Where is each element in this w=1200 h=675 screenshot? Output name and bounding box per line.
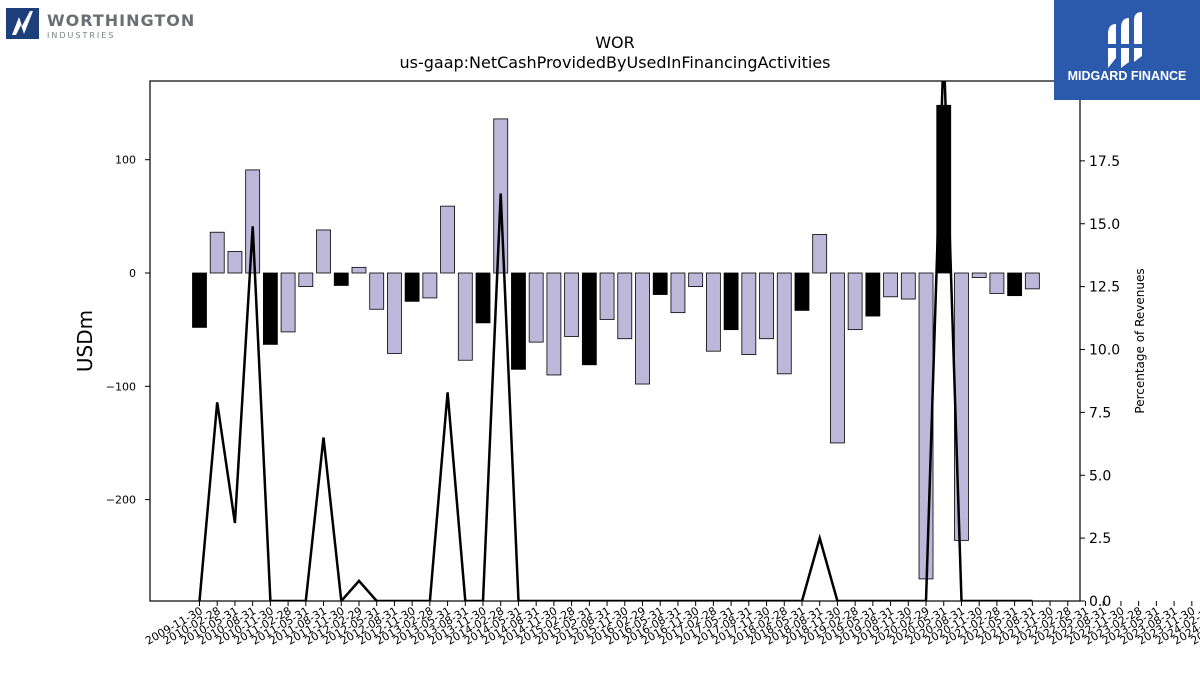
bar-2018-11-30 xyxy=(847,272,863,331)
bar-2020-11-30 xyxy=(989,272,1005,294)
bar-2015-08-31 xyxy=(617,272,633,340)
midgard-logo: MIDGARD FINANCE xyxy=(1054,0,1200,100)
y-tick-label: −200 xyxy=(106,494,136,507)
bar-2010-11-30 xyxy=(280,272,296,333)
worthington-mark-icon xyxy=(6,8,39,39)
bar-2010-08-31 xyxy=(262,272,278,345)
bar-2018-05-31 xyxy=(812,234,828,274)
bar-2021-05-31 xyxy=(1024,272,1040,290)
bar-2013-02-28 xyxy=(440,205,455,274)
revenue-percentage-line xyxy=(198,81,1033,601)
y2-tick-label: 5.0 xyxy=(1089,468,1111,484)
bar-2019-02-28 xyxy=(865,272,881,317)
bar-2019-05-31 xyxy=(883,272,898,298)
y2-tick-label: 12.5 xyxy=(1089,280,1120,296)
bar-2012-08-31 xyxy=(404,272,420,302)
bar-2017-02-28 xyxy=(723,272,739,331)
bar-2010-02-28 xyxy=(227,251,243,274)
bar-2011-11-30 xyxy=(351,266,367,274)
bar-2012-05-31 xyxy=(387,272,402,354)
bar-2016-08-31 xyxy=(688,272,704,287)
bar-2018-02-28 xyxy=(794,272,810,311)
bar-2009-11-30 xyxy=(209,231,225,274)
y2-tick-label: 10.0 xyxy=(1089,343,1120,359)
worthington-logo-name: WORTHINGTON xyxy=(47,11,196,30)
bar-2012-02-29 xyxy=(369,272,385,310)
bar-2017-08-31 xyxy=(759,272,774,340)
chart-subtitle: us-gaap:NetCashProvidedByUsedInFinancing… xyxy=(399,53,830,72)
y-tick-label: −100 xyxy=(106,380,136,393)
bar-2014-11-30 xyxy=(564,272,580,337)
worthington-logo-subtitle: INDUSTRIES xyxy=(47,31,116,40)
chart-title: WOR xyxy=(595,33,635,52)
bar-2019-08-31 xyxy=(900,272,916,300)
y2-tick-label: 15.0 xyxy=(1089,217,1120,233)
bar-2020-08-31 xyxy=(971,272,987,278)
bar-2014-05-31 xyxy=(528,272,544,343)
bar-2017-11-30 xyxy=(776,272,792,375)
bar-2014-08-31 xyxy=(546,272,562,376)
bar-2012-11-30 xyxy=(422,272,438,299)
midgard-mark-icon xyxy=(1108,12,1142,68)
y2-tick-label: 7.5 xyxy=(1089,405,1111,421)
bar-2016-02-29 xyxy=(652,272,668,295)
bar-2013-05-31 xyxy=(457,272,473,361)
y2-tick-label: 17.5 xyxy=(1089,154,1120,170)
midgard-logo-text: MIDGARD FINANCE xyxy=(1067,69,1187,83)
bar-2015-02-28 xyxy=(581,272,597,366)
y2-tick-label: 0.0 xyxy=(1089,594,1111,610)
y-tick-label: 100 xyxy=(115,154,136,167)
y-tick-label: 0 xyxy=(129,267,136,280)
y2-axis-label: Percentage of Revenues xyxy=(1133,268,1147,413)
y2-tick-label: 2.5 xyxy=(1089,531,1111,547)
bar-2016-05-31 xyxy=(670,272,686,314)
bar-2011-08-31 xyxy=(333,272,349,286)
bar-2015-11-30 xyxy=(635,272,650,385)
bar-2017-05-31 xyxy=(741,272,757,355)
bar-2018-08-31 xyxy=(830,272,845,444)
bar-2010-05-31 xyxy=(245,169,261,274)
bar-2009-08-31 xyxy=(192,272,207,328)
bar-2011-05-31 xyxy=(316,229,331,274)
worthington-logo: WORTHINGTON INDUSTRIES xyxy=(6,8,196,42)
bar-2016-11-30 xyxy=(705,272,721,352)
bar-2014-02-28 xyxy=(511,272,526,370)
plot-frame xyxy=(149,80,1081,602)
bar-2020-05-31 xyxy=(954,272,969,541)
bar-2013-08-31 xyxy=(475,272,491,324)
y-axis-label: USDm xyxy=(73,310,97,372)
bar-2021-02-28 xyxy=(1007,272,1023,297)
bar-2011-02-28 xyxy=(298,272,314,287)
bar-2015-05-31 xyxy=(599,272,615,320)
